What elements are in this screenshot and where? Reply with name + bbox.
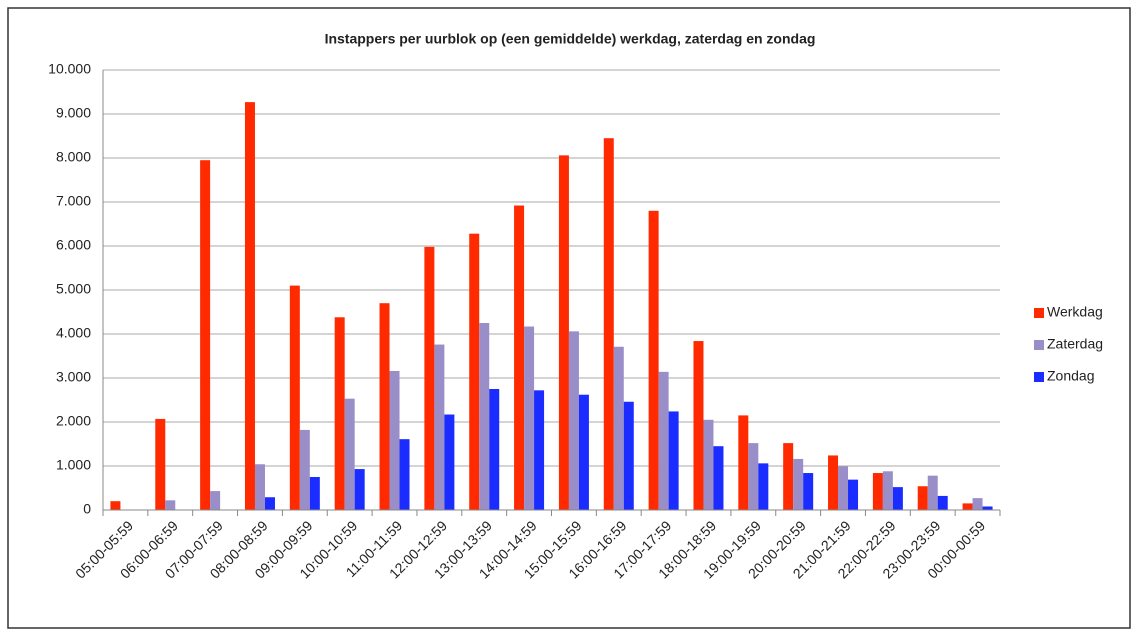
bar bbox=[803, 473, 814, 510]
legend-swatch bbox=[1034, 340, 1044, 350]
bar bbox=[917, 486, 928, 510]
bar bbox=[758, 463, 769, 510]
legend-swatch bbox=[1034, 372, 1044, 382]
bar bbox=[848, 479, 859, 510]
bar bbox=[514, 205, 525, 510]
y-tick-label: 10.000 bbox=[48, 61, 91, 77]
bar bbox=[354, 469, 365, 510]
bar bbox=[783, 443, 794, 510]
bar bbox=[623, 401, 634, 510]
bar bbox=[155, 418, 166, 510]
bar bbox=[648, 210, 659, 511]
bar bbox=[738, 415, 749, 510]
y-tick-label: 5.000 bbox=[56, 281, 91, 297]
bar bbox=[872, 473, 883, 510]
bar bbox=[389, 370, 400, 510]
frame bbox=[7, 7, 1131, 629]
bar bbox=[793, 458, 804, 510]
bar bbox=[479, 323, 490, 510]
bar bbox=[264, 497, 275, 510]
bar bbox=[828, 455, 839, 510]
bar bbox=[703, 419, 714, 510]
bar bbox=[882, 471, 893, 510]
bar bbox=[469, 233, 480, 510]
bar bbox=[892, 487, 903, 510]
bar bbox=[210, 491, 221, 510]
y-tick-label: 6.000 bbox=[56, 237, 91, 253]
legend-label: Werkdag bbox=[1047, 304, 1103, 320]
y-tick-label: 4.000 bbox=[56, 325, 91, 341]
bar bbox=[838, 466, 849, 510]
bar bbox=[434, 344, 445, 510]
bar bbox=[927, 475, 938, 510]
y-tick-label: 8.000 bbox=[56, 149, 91, 165]
bar bbox=[578, 394, 589, 510]
bar bbox=[424, 246, 435, 510]
bar bbox=[289, 285, 300, 510]
y-tick-label: 7.000 bbox=[56, 193, 91, 209]
bar bbox=[713, 446, 724, 510]
bar bbox=[244, 102, 255, 511]
bar bbox=[309, 477, 320, 510]
bar bbox=[658, 371, 669, 510]
chart-title: Instappers per uurblok op (een gemiddeld… bbox=[325, 31, 816, 47]
y-tick-label: 3.000 bbox=[56, 369, 91, 385]
bar bbox=[200, 160, 211, 510]
bar bbox=[603, 138, 614, 510]
legend-swatch bbox=[1034, 308, 1044, 318]
bar bbox=[937, 495, 948, 510]
bar bbox=[344, 398, 355, 510]
bar bbox=[165, 500, 176, 510]
y-tick-label: 2.000 bbox=[56, 413, 91, 429]
bar bbox=[962, 503, 973, 510]
bar bbox=[982, 506, 993, 510]
bar bbox=[558, 155, 569, 511]
bar bbox=[110, 501, 121, 510]
bar bbox=[334, 317, 345, 510]
y-tick-label: 9.000 bbox=[56, 105, 91, 121]
bar bbox=[524, 326, 535, 510]
bar bbox=[534, 390, 545, 510]
bar bbox=[972, 498, 983, 510]
bar bbox=[444, 414, 455, 510]
bar bbox=[693, 341, 704, 510]
legend-label: Zaterdag bbox=[1047, 336, 1103, 352]
bar bbox=[668, 411, 679, 510]
bar bbox=[254, 464, 265, 510]
bar bbox=[299, 429, 310, 510]
bar bbox=[399, 439, 410, 510]
bar bbox=[489, 389, 500, 510]
y-tick-label: 1.000 bbox=[56, 457, 91, 473]
bar bbox=[748, 443, 759, 510]
bar bbox=[613, 346, 624, 510]
bar bbox=[568, 331, 579, 510]
bar bbox=[379, 303, 390, 510]
legend-label: Zondag bbox=[1047, 368, 1094, 384]
y-tick-label: 0 bbox=[83, 501, 91, 517]
